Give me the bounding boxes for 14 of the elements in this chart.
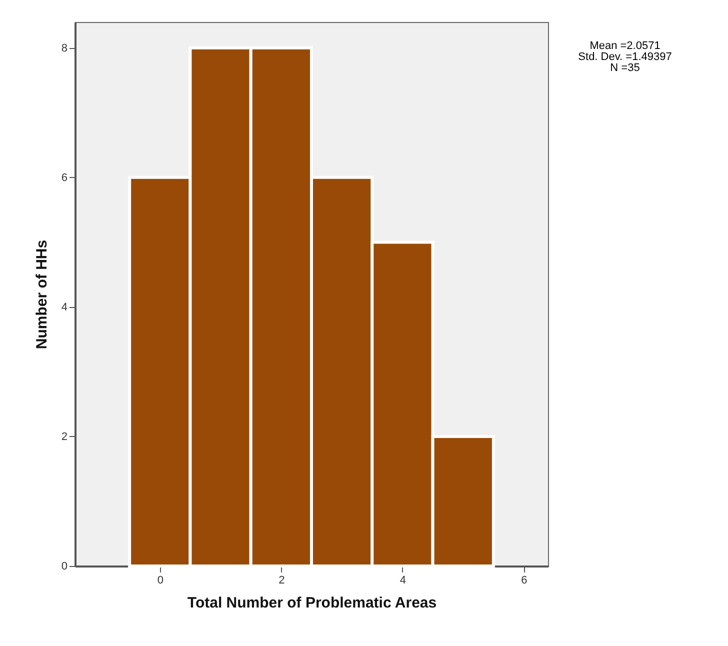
x-axis-title: Total Number of Problematic Areas [187,594,437,612]
x-tick-label: 2 [278,574,285,586]
y-axis-title: Number of HHs [33,240,50,350]
y-tick-label: 4 [61,301,68,314]
text: Mean =2.0571 [590,40,660,52]
x-tick-label: 6 [521,574,528,586]
y-tick-label: 2 [61,430,68,443]
text: Std. Dev. =1.49397 [578,51,672,63]
y-tick-label: 0 [61,560,68,572]
x-tick-label: 0 [157,574,164,586]
y-tick-label: 8 [61,42,68,54]
x-tick-label: 4 [400,574,406,586]
y-tick-label: 6 [61,172,68,184]
text: N =35 [610,62,640,74]
